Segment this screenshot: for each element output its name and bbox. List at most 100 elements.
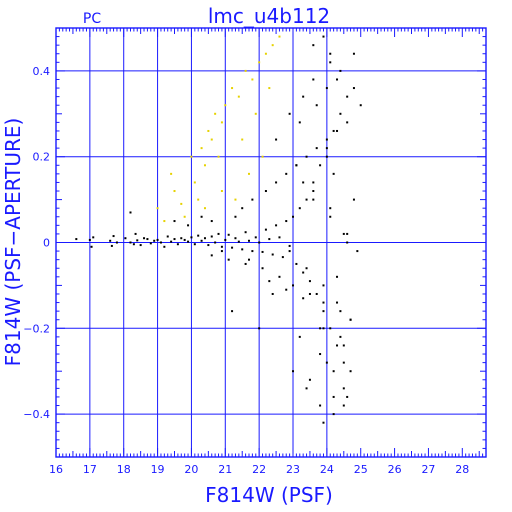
data-point (352, 198, 355, 201)
data-point (193, 181, 196, 184)
data-point (210, 138, 213, 141)
data-point (247, 172, 250, 175)
data-point (224, 238, 227, 241)
data-point (203, 207, 206, 210)
data-point (251, 250, 254, 253)
x-tick-label: 28 (455, 463, 469, 476)
data-point (237, 240, 240, 243)
data-point (319, 164, 322, 167)
data-point (149, 242, 152, 245)
data-point (322, 421, 325, 424)
data-point (183, 238, 186, 241)
data-point (129, 211, 132, 214)
data-point (244, 262, 247, 265)
data-point (339, 310, 342, 313)
data-point (136, 239, 139, 242)
data-point (275, 181, 278, 184)
data-point (302, 95, 305, 98)
x-tick-label: 25 (354, 463, 368, 476)
data-point (207, 244, 210, 247)
data-point (234, 198, 237, 201)
x-tick-label: 16 (49, 463, 63, 476)
data-point (308, 280, 311, 283)
data-point (329, 215, 332, 218)
data-point (322, 327, 325, 330)
data-point (268, 238, 271, 241)
data-point (332, 395, 335, 398)
data-point (298, 207, 301, 210)
data-point (305, 198, 308, 201)
data-point (163, 245, 166, 248)
x-tick-label: 17 (83, 463, 97, 476)
data-point (312, 190, 315, 193)
data-point (305, 155, 308, 158)
data-point (264, 52, 267, 55)
data-point (271, 44, 274, 47)
x-tick-label: 19 (151, 463, 165, 476)
data-point (231, 246, 234, 249)
data-point (292, 215, 295, 218)
data-point (156, 238, 159, 241)
data-point (295, 262, 298, 265)
data-point (319, 404, 322, 407)
data-point (247, 239, 250, 242)
y-tick-label: 0.4 (33, 65, 51, 78)
data-point (234, 237, 237, 240)
data-point (322, 301, 325, 304)
data-point (139, 244, 142, 247)
data-point (200, 147, 203, 150)
data-point (325, 138, 328, 141)
data-point (258, 327, 261, 330)
x-tick-label: 21 (218, 463, 232, 476)
data-point (339, 335, 342, 338)
data-point (339, 112, 342, 115)
corner-label: PC (83, 11, 101, 27)
data-point (288, 250, 291, 253)
data-point (214, 112, 217, 115)
y-tick-label: −0.2 (23, 322, 50, 335)
data-point (153, 239, 156, 242)
data-point (329, 327, 332, 330)
data-point (285, 172, 288, 175)
data-point (352, 87, 355, 90)
data-point (271, 253, 274, 256)
data-point (332, 413, 335, 416)
data-point (349, 318, 352, 321)
data-point (312, 181, 315, 184)
y-tick-label: 0.2 (33, 151, 51, 164)
data-point (217, 232, 220, 235)
data-point (342, 387, 345, 390)
data-point (264, 190, 267, 193)
y-tick-label: −0.4 (23, 408, 50, 421)
data-point (183, 215, 186, 218)
data-point (187, 240, 190, 243)
data-point (336, 275, 339, 278)
data-point (288, 244, 291, 247)
data-point (254, 236, 257, 239)
data-point (295, 164, 298, 167)
data-point (261, 155, 264, 158)
data-point (315, 292, 318, 295)
data-point (352, 52, 355, 55)
data-point (325, 155, 328, 158)
data-point (275, 138, 278, 141)
data-point (193, 243, 196, 246)
data-point (159, 241, 162, 244)
data-point (173, 220, 176, 223)
y-axis-label: F814W (PSF−APERTURE) (1, 118, 25, 367)
data-point (342, 344, 345, 347)
data-point (356, 250, 359, 253)
data-point (241, 248, 244, 251)
data-point (312, 44, 315, 47)
data-point (288, 112, 291, 115)
x-tick-label: 22 (252, 463, 266, 476)
data-point (261, 250, 264, 253)
data-point (197, 198, 200, 201)
data-point (251, 198, 254, 201)
data-point (134, 232, 137, 235)
data-point (319, 353, 322, 356)
data-point (325, 87, 328, 90)
x-axis-label: F814W (PSF) (205, 483, 333, 507)
data-point (278, 35, 281, 38)
data-point (336, 129, 339, 132)
